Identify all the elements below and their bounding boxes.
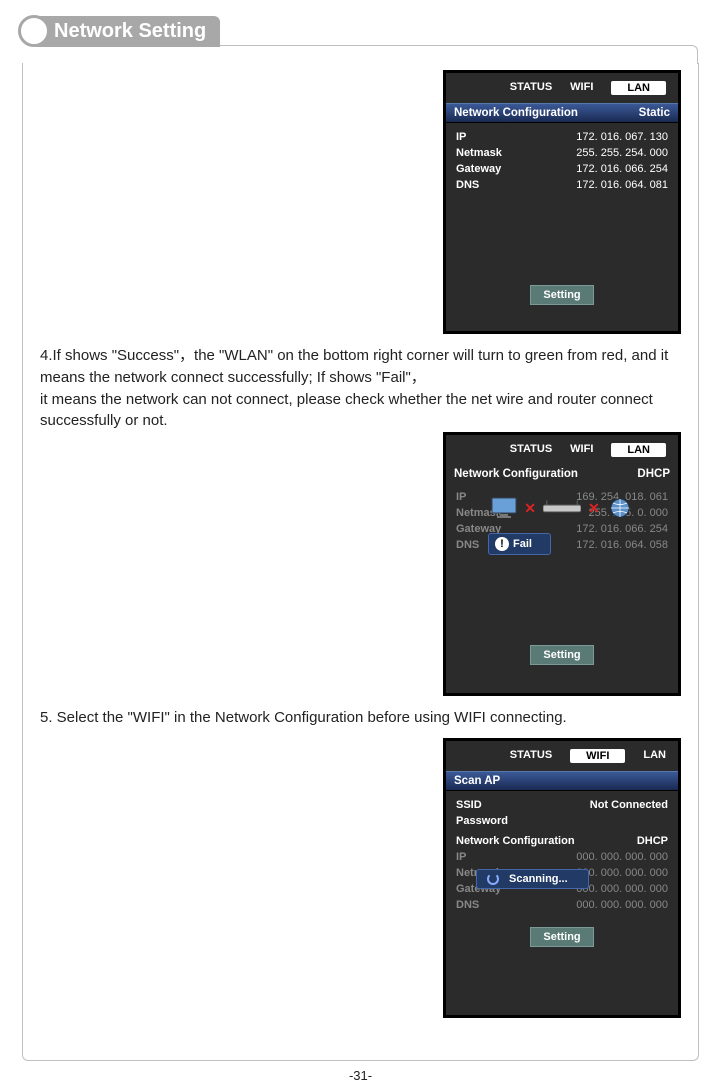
warning-icon: ! bbox=[495, 537, 509, 551]
row-gateway: Gateway172. 016. 066. 254 bbox=[456, 161, 668, 177]
panel-body: IP172. 016. 067. 130 Netmask255. 255. 25… bbox=[446, 123, 678, 325]
row-dns: DNS000. 000. 000. 000 bbox=[456, 897, 668, 913]
x-icon: ✕ bbox=[588, 500, 600, 517]
page-title: Network Setting bbox=[36, 16, 220, 47]
setting-button[interactable]: Setting bbox=[530, 645, 593, 665]
header-right: Static bbox=[639, 107, 670, 119]
tab-wifi[interactable]: WIFI bbox=[570, 443, 593, 457]
row-ssid: SSIDNot Connected bbox=[456, 797, 668, 813]
fail-overlay: ✕ ✕ bbox=[464, 486, 660, 530]
setting-button-wrap: Setting bbox=[456, 913, 668, 957]
page-header: Network Setting bbox=[0, 15, 721, 47]
network-panel-wifi: STATUS WIFI LAN Scan AP SSIDNot Connecte… bbox=[443, 738, 681, 1018]
x-icon: ✕ bbox=[524, 500, 536, 517]
tab-wifi[interactable]: WIFI bbox=[570, 749, 625, 763]
setting-button[interactable]: Setting bbox=[530, 285, 593, 305]
fail-label: Fail bbox=[513, 538, 532, 550]
row-password: Password bbox=[456, 813, 668, 829]
globe-icon bbox=[606, 497, 634, 519]
tab-lan[interactable]: LAN bbox=[611, 81, 666, 95]
tab-wifi[interactable]: WIFI bbox=[570, 81, 593, 95]
panel-tabs: STATUS WIFI LAN bbox=[446, 435, 678, 465]
header-circle-icon bbox=[18, 15, 50, 47]
row-netconf: Network ConfigurationDHCP bbox=[456, 833, 668, 849]
panel-header-bar: Network Configuration Static bbox=[446, 103, 678, 123]
header-right: DHCP bbox=[637, 468, 670, 480]
tab-lan[interactable]: LAN bbox=[643, 749, 666, 763]
row-ip: IP000. 000. 000. 000 bbox=[456, 849, 668, 865]
setting-button[interactable]: Setting bbox=[530, 927, 593, 947]
panel-body: IP169. 254. 018. 061 Netmask255. 255. 0.… bbox=[446, 483, 678, 685]
header-left: Network Configuration bbox=[454, 468, 578, 480]
setting-button-wrap: Setting bbox=[456, 277, 668, 315]
tab-status[interactable]: STATUS bbox=[510, 81, 552, 95]
tab-lan[interactable]: LAN bbox=[611, 443, 666, 457]
instruction-step-4: 4.If shows "Success"，the "WLAN" on the b… bbox=[40, 345, 681, 432]
header-left: Network Configuration bbox=[454, 107, 578, 119]
row-netmask: Netmask255. 255. 254. 000 bbox=[456, 145, 668, 161]
setting-button-wrap: Setting bbox=[456, 637, 668, 675]
panel-tabs: STATUS WIFI LAN bbox=[446, 73, 678, 103]
network-panel-fail: STATUS WIFI LAN Network Configuration DH… bbox=[443, 432, 681, 696]
tab-status[interactable]: STATUS bbox=[510, 749, 552, 763]
row-ip: IP172. 016. 067. 130 bbox=[456, 129, 668, 145]
network-panel-static: STATUS WIFI LAN Network Configuration St… bbox=[443, 70, 681, 334]
scan-ap-bar[interactable]: Scan AP bbox=[446, 771, 678, 791]
panel-tabs: STATUS WIFI LAN bbox=[446, 741, 678, 771]
panel-body: SSIDNot Connected Password Network Confi… bbox=[446, 791, 678, 967]
router-icon bbox=[542, 497, 582, 519]
scan-ap-label: Scan AP bbox=[454, 775, 500, 787]
monitor-icon bbox=[490, 497, 518, 519]
scanning-chip: Scanning... bbox=[476, 869, 589, 889]
instruction-step-5: 5. Select the "WIFI" in the Network Conf… bbox=[40, 707, 681, 729]
tab-status[interactable]: STATUS bbox=[510, 443, 552, 457]
scanning-label: Scanning... bbox=[509, 873, 568, 885]
panel-header-bar: Network Configuration DHCP bbox=[446, 465, 678, 483]
fail-chip: ! Fail bbox=[488, 533, 551, 555]
spinner-icon bbox=[487, 873, 499, 885]
row-dns: DNS172. 016. 064. 081 bbox=[456, 177, 668, 193]
